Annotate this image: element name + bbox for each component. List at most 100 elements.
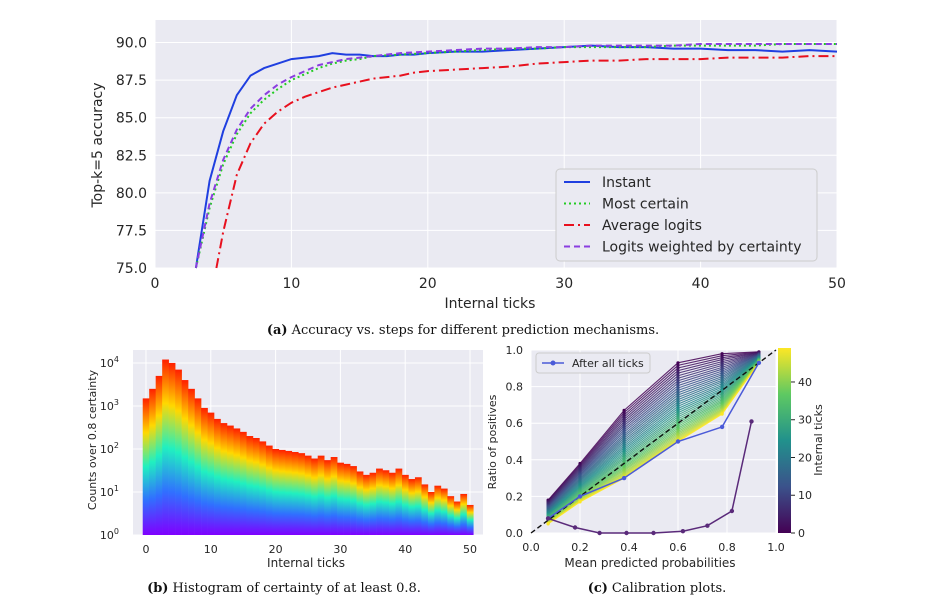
tick-b-x: 30 <box>333 543 347 556</box>
tick-curve-point <box>676 404 680 408</box>
tick-c-x: 0.6 <box>669 541 687 554</box>
after-all-ticks-point <box>719 424 725 430</box>
histogram-bar <box>162 359 169 535</box>
series-a-line <box>194 43 837 269</box>
tick-curve <box>547 359 760 517</box>
histogram-bar <box>369 472 377 535</box>
tick-curve <box>547 356 760 513</box>
tick-curve <box>547 356 760 511</box>
tick-a-x: 10 <box>282 276 300 292</box>
tick-b-x: 20 <box>269 543 283 556</box>
tick-a-x: 0 <box>151 276 160 292</box>
colorbar-tick-label: 10 <box>798 489 812 502</box>
accuracy-chart: 0 10 20 30 40 50 75.0 77.5 80.0 82.5 85.0 87.5 90.0… <box>90 20 846 312</box>
tick-b-x: 10 <box>204 543 218 556</box>
tick-a-x: 30 <box>555 276 573 292</box>
tick-a-y: 90.0 <box>116 36 147 52</box>
histogram-bar <box>188 388 195 535</box>
plot-a-grid <box>154 20 838 269</box>
tick-b-y: 100 <box>100 527 119 542</box>
histogram-bar <box>447 496 455 535</box>
tick-curve-point <box>720 412 724 416</box>
colorbar-ticks: 0 10 20 30 40 <box>791 376 812 540</box>
histogram-bar <box>304 455 312 535</box>
histogram-bar <box>226 425 234 535</box>
tick-0-point <box>545 516 551 521</box>
tick-b-y: 102 <box>100 441 119 456</box>
histogram-bar <box>356 471 364 535</box>
tick-c-x: 0.2 <box>571 541 589 554</box>
after-all-ticks-point <box>756 360 762 365</box>
tick-0-point <box>651 530 656 536</box>
histogram-bar <box>453 501 461 535</box>
tick-a-y: 82.5 <box>116 148 147 164</box>
caption-b: (b) Histogram of certainty of at least 0.… <box>147 581 421 596</box>
histogram-bar <box>239 431 247 535</box>
tick-curve <box>547 357 760 515</box>
plot-a-ylabel: Top-k=5 accuracy <box>90 82 106 208</box>
tick-curve-point <box>676 395 680 399</box>
tick-curve <box>547 356 760 512</box>
histogram-bar <box>414 477 422 535</box>
tick-curve <box>547 360 760 520</box>
histogram-bar <box>214 418 221 535</box>
plot-c-xlabel: Mean predicted probabilities <box>564 556 735 570</box>
tick-curve-point <box>676 374 680 378</box>
histogram-bar <box>265 445 273 535</box>
plot-a-xlabel: Internal ticks <box>445 296 536 312</box>
tick-curve-point <box>676 384 680 388</box>
tick-b-x: 40 <box>398 543 412 556</box>
tick-curve-point <box>622 424 626 428</box>
tick-curve-point <box>676 376 680 380</box>
tick-0-point <box>597 530 602 536</box>
tick-curve <box>547 358 760 517</box>
tick-curve-point <box>578 500 582 504</box>
histogram-bar <box>233 428 241 535</box>
histogram-bar <box>298 453 306 535</box>
tick-0-point <box>624 530 629 536</box>
colorbar-tick-label: 40 <box>798 376 812 389</box>
after-all-ticks-point <box>621 475 627 481</box>
tick-c-y: 0.6 <box>506 417 524 430</box>
histogram-chart: 0 10 20 30 40 50 100 101 102 103 104 Internal tic… <box>86 350 483 570</box>
tick-c-x: 0.8 <box>718 541 736 554</box>
plot-c-lines <box>530 349 777 536</box>
histogram-bar <box>330 457 338 535</box>
legend-a-label: Logits weighted by certainty <box>602 240 802 256</box>
histogram-bar <box>382 470 390 535</box>
tick-curve-point <box>676 361 680 365</box>
tick-c-x: 0.4 <box>620 541 638 554</box>
plot-b-bars <box>142 359 474 535</box>
colorbar <box>778 348 791 533</box>
series-a-line <box>194 43 837 269</box>
colorbar-tick-label: 0 <box>798 527 805 540</box>
legend-c-label: After all ticks <box>572 357 644 370</box>
after-all-ticks-point <box>675 439 681 444</box>
plot-b-yticks: 100 101 102 103 104 <box>100 355 119 542</box>
tick-0-point <box>705 523 710 528</box>
tick-0-point <box>680 529 686 534</box>
plot-a-xticks: 0 10 20 30 40 50 <box>151 276 846 292</box>
colorbar-tick-label: 20 <box>798 451 812 464</box>
calibration-chart: 0.0 0.2 0.4 0.6 0.8 1.0 0.0 0.2 0.4 0.6 0.8 1.0 Me… <box>486 344 825 570</box>
tick-curve-point <box>676 398 680 402</box>
tick-curve-point <box>676 369 680 373</box>
legend-a-label: Most certain <box>602 197 689 213</box>
caption-a: (a) Accuracy vs. steps for different pred… <box>267 323 659 338</box>
tick-curve <box>547 353 760 506</box>
plot-b-xlabel: Internal ticks <box>267 556 345 570</box>
histogram-bar <box>460 493 468 535</box>
plot-c-legend: After all ticks <box>535 352 651 374</box>
histogram-bar <box>311 458 319 535</box>
tick-curve <box>547 360 760 520</box>
tick-c-y: 1.0 <box>506 344 524 357</box>
histogram-bar <box>466 504 474 535</box>
tick-curve <box>547 353 760 506</box>
tick-curve <box>547 351 759 501</box>
histogram-bar <box>343 463 351 535</box>
tick-curve-point <box>676 400 680 404</box>
histogram-bar <box>181 380 189 535</box>
plot-a-lines <box>194 43 838 269</box>
legend-c-box <box>535 352 651 374</box>
